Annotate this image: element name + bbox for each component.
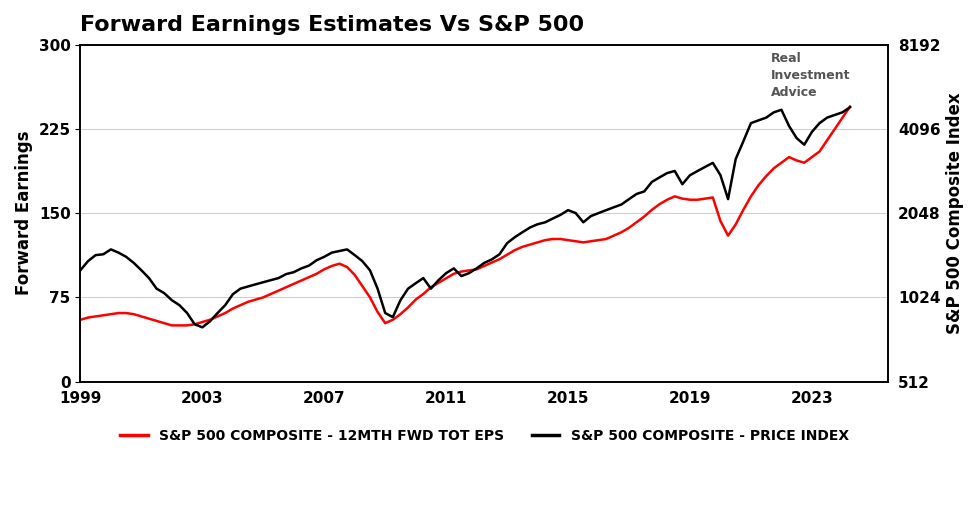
Y-axis label: S&P 500 Composite Index: S&P 500 Composite Index: [945, 93, 963, 334]
Text: Real
Investment
Advice: Real Investment Advice: [771, 52, 850, 98]
Legend: S&P 500 COMPOSITE - 12MTH FWD TOT EPS, S&P 500 COMPOSITE - PRICE INDEX: S&P 500 COMPOSITE - 12MTH FWD TOT EPS, S…: [114, 423, 854, 449]
Y-axis label: Forward Earnings: Forward Earnings: [15, 131, 33, 296]
Text: Forward Earnings Estimates Vs S&P 500: Forward Earnings Estimates Vs S&P 500: [80, 15, 584, 35]
